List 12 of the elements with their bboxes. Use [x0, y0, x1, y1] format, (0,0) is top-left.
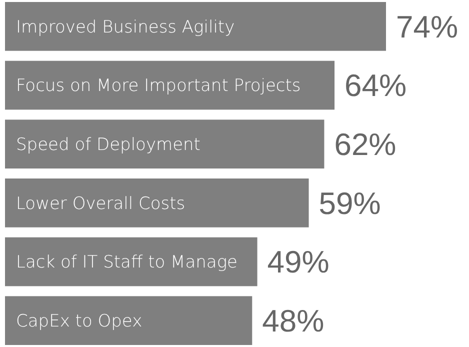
- y-tick-label: Lower Overall Costs: [16, 194, 186, 214]
- y-tick-label: Improved Business Agility: [16, 17, 235, 38]
- y-tick-label: CapEx to Opex: [16, 312, 142, 332]
- y-tick-label: Speed of Deployment: [16, 135, 200, 156]
- y-tick-label: Lack of IT Staff to Manage: [16, 252, 238, 273]
- data-label: 62%: [334, 126, 396, 162]
- y-tick-label: Focus on More Important Projects: [16, 76, 301, 96]
- data-label: 49%: [267, 244, 330, 280]
- data-label: 64%: [344, 68, 407, 104]
- data-label: 74%: [396, 9, 458, 44]
- data-label: 59%: [318, 186, 381, 221]
- data-label: 48%: [262, 303, 324, 338]
